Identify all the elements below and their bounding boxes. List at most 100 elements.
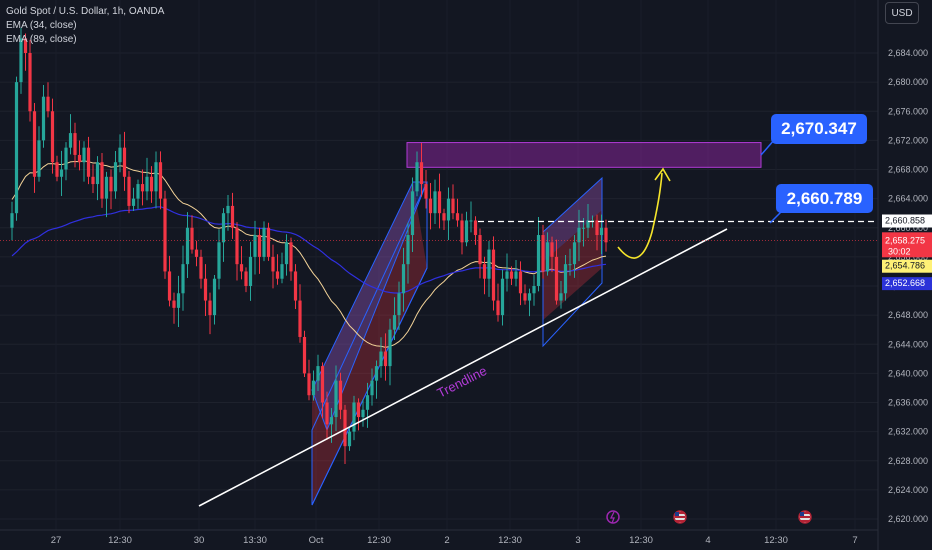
candle — [401, 247, 406, 312]
y-tick-label: 2,660.000 — [888, 223, 928, 233]
candle — [509, 266, 514, 285]
x-tick-label: 7 — [852, 535, 857, 546]
candle — [532, 275, 536, 306]
arrow-head-icon — [654, 167, 671, 182]
candle — [37, 126, 41, 182]
candle — [487, 241, 491, 297]
callout-upper: 2,670.347 — [771, 114, 867, 144]
candle — [383, 333, 388, 381]
candle — [451, 184, 455, 220]
level-price-tag: 2,660.858 — [882, 214, 932, 228]
us-flag-event-icon[interactable] — [673, 510, 687, 524]
y-tick-label: 2,644.000 — [888, 339, 928, 349]
svg-text:2,658.275: 2,658.275 — [885, 235, 925, 245]
candle — [388, 318, 392, 386]
svg-text:2,652.668: 2,652.668 — [885, 278, 925, 288]
currency-button[interactable]: USD — [885, 2, 919, 24]
candle — [361, 399, 365, 427]
candle — [50, 98, 55, 174]
y-tick-label: 2,640.000 — [888, 368, 928, 378]
channel-1-edge — [311, 267, 428, 506]
candle — [307, 359, 311, 401]
candle — [253, 220, 257, 275]
candle — [527, 288, 532, 317]
candle — [347, 426, 352, 451]
x-tick-label: 12:30 — [764, 535, 788, 546]
candle — [343, 404, 347, 464]
candle — [316, 354, 320, 391]
candle — [163, 190, 167, 279]
candle — [95, 156, 100, 201]
candle — [131, 187, 136, 211]
candle — [14, 76, 19, 221]
candle — [10, 201, 14, 241]
candle — [257, 227, 262, 274]
candle — [28, 39, 32, 122]
candle — [320, 362, 325, 419]
candle — [334, 365, 338, 431]
x-tick-label: 30 — [194, 535, 205, 546]
candle — [212, 274, 217, 325]
candle — [311, 370, 316, 401]
candle — [415, 151, 419, 197]
ema89-legend: EMA (89, close) — [6, 34, 77, 45]
y-tick-label: 2,632.000 — [888, 427, 928, 437]
candle — [284, 234, 289, 276]
us-flag-event-icon[interactable] — [798, 510, 812, 524]
candle — [365, 382, 370, 428]
candle — [370, 368, 374, 406]
candle — [203, 264, 208, 317]
y-tick-label: 2,620.000 — [888, 514, 928, 524]
candle — [109, 169, 113, 210]
candle — [491, 236, 496, 311]
candle — [55, 155, 59, 182]
candle — [464, 211, 469, 247]
candle — [41, 85, 46, 148]
candle — [181, 245, 185, 311]
lightning-event-icon[interactable] — [606, 510, 620, 524]
candle — [505, 253, 509, 292]
candle — [32, 103, 37, 193]
ema89-price-tag: 2,652.668 — [882, 277, 932, 291]
candle — [122, 131, 127, 191]
candle — [514, 260, 518, 287]
projection-arrow — [617, 172, 663, 259]
candle — [185, 212, 190, 279]
trendline — [198, 228, 728, 507]
candle — [19, 27, 23, 94]
y-tick-label: 2,648.000 — [888, 310, 928, 320]
candle — [392, 297, 397, 340]
candle — [113, 151, 118, 199]
candle — [145, 157, 149, 201]
candle — [455, 198, 460, 227]
candle — [280, 252, 284, 284]
y-tick-label: 2,684.000 — [888, 48, 928, 58]
x-tick-label: 12:30 — [108, 535, 132, 546]
candle — [194, 240, 199, 267]
candle — [581, 217, 586, 247]
candlestick-series — [10, 27, 608, 464]
candle — [433, 179, 437, 224]
x-tick-label: 3 — [575, 535, 580, 546]
x-tick-label: 12:30 — [498, 535, 522, 546]
x-tick-label: 2 — [444, 535, 449, 546]
ema34-legend: EMA (34, close) — [6, 20, 77, 31]
candle — [523, 284, 527, 305]
candle — [140, 169, 145, 206]
candle — [469, 201, 473, 233]
candle — [64, 142, 68, 181]
y-tick-label: 2,624.000 — [888, 485, 928, 495]
candle — [604, 219, 608, 252]
y-tick-label: 2,680.000 — [888, 77, 928, 87]
candle — [100, 152, 104, 208]
candle — [275, 254, 280, 285]
candle — [217, 229, 221, 290]
candle — [446, 187, 451, 240]
candle — [482, 256, 487, 295]
candle — [136, 179, 140, 209]
candle — [568, 248, 572, 276]
